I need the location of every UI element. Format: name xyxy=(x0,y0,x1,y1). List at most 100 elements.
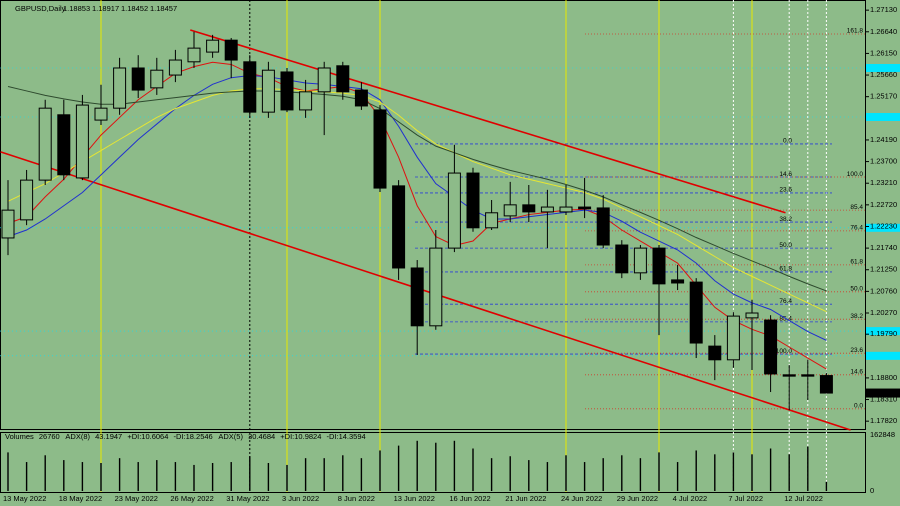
candle-body xyxy=(596,207,610,246)
y-tick-label: 1.24190 xyxy=(870,135,897,144)
fib-label: 38.2 xyxy=(779,216,792,223)
candle-body xyxy=(726,315,740,361)
candle-body xyxy=(745,312,759,319)
fib-label: 14.6 xyxy=(779,171,792,178)
symbol-label: GBPUSD,Daily xyxy=(15,4,66,13)
y-tick-label: 1.18310 xyxy=(870,395,897,404)
candle-body xyxy=(764,319,778,375)
candle-body xyxy=(113,67,127,109)
moving-average xyxy=(7,88,827,313)
candle-body xyxy=(57,114,71,176)
adx-value: 30.4684 xyxy=(248,432,275,441)
fib-label: 61.8 xyxy=(850,259,863,266)
fib-label: 85.4 xyxy=(850,204,863,211)
x-tick-label: 7 Jul 2022 xyxy=(728,494,763,503)
y-tick-label: 1.26150 xyxy=(870,48,897,57)
candle-body xyxy=(559,206,573,213)
y-tick-label: 1.19790 xyxy=(870,329,897,338)
x-tick-label: 23 May 2022 xyxy=(115,494,158,503)
x-tick-label: 26 May 2022 xyxy=(170,494,213,503)
header-high: 1.18917 xyxy=(92,4,119,13)
fib-label: 38.2 xyxy=(850,313,863,320)
indicator-header: Volumes 26760 ADX(8) 43.1947 +DI:10.6064… xyxy=(5,432,366,441)
alert-box xyxy=(866,112,900,121)
candle-body xyxy=(1,209,15,239)
alert-box xyxy=(866,351,900,360)
candle-body xyxy=(94,107,108,121)
candle-body xyxy=(466,172,480,229)
candle-body xyxy=(261,69,275,113)
candle-body xyxy=(633,247,647,274)
y-tick-label: 1.26640 xyxy=(870,27,897,36)
candle-body xyxy=(20,179,34,221)
candle-body xyxy=(187,47,201,63)
current-price-box xyxy=(866,388,900,398)
candle-body xyxy=(336,65,350,93)
y-tick-label: 1.22720 xyxy=(870,200,897,209)
adx-value: 43.1947 xyxy=(95,432,122,441)
main-panel-frame xyxy=(0,0,866,430)
y-tick-label: 1.27130 xyxy=(870,5,897,14)
alert-box xyxy=(866,327,900,336)
candle-body xyxy=(578,206,592,210)
y-tick-label: 1.23210 xyxy=(870,178,897,187)
volume-last: 26760 xyxy=(39,432,60,441)
candle-body xyxy=(38,107,52,181)
volume-tick-label: 0 xyxy=(870,486,874,495)
y-tick-label: 1.22230 xyxy=(870,221,897,230)
x-tick-label: 4 Jul 2022 xyxy=(673,494,708,503)
header-open: 1.18853 xyxy=(63,4,90,13)
candle-body xyxy=(782,374,796,377)
candle-body xyxy=(354,89,368,107)
candle-body xyxy=(410,267,424,327)
x-tick-label: 13 Jun 2022 xyxy=(394,494,435,503)
minus-di-value: 18.2546 xyxy=(186,432,213,441)
header-close: 1.18457 xyxy=(150,4,177,13)
fib-label: 76.4 xyxy=(850,225,863,232)
fib-label: 161.8 xyxy=(847,28,864,35)
fib-label: 14.6 xyxy=(850,369,863,376)
candle-body xyxy=(168,59,182,76)
candle-body xyxy=(224,39,238,61)
y-tick-label: 1.17820 xyxy=(870,416,897,425)
volume-title: Volumes xyxy=(5,432,34,441)
candle-body xyxy=(671,279,685,284)
candle-body xyxy=(540,206,554,213)
candle-body xyxy=(652,247,666,285)
trend-line xyxy=(0,151,851,431)
y-tick-label: 1.18800 xyxy=(870,373,897,382)
y-tick-label: 1.23700 xyxy=(870,157,897,166)
candle-body xyxy=(503,204,517,217)
fib-label: 23.6 xyxy=(850,347,863,354)
candle-body xyxy=(429,247,443,327)
x-tick-label: 24 Jun 2022 xyxy=(561,494,602,503)
fib-label: 100.0 xyxy=(776,348,793,355)
minus-di-label: -DI: xyxy=(326,432,338,441)
x-tick-label: 3 Jun 2022 xyxy=(282,494,319,503)
volume-panel-frame xyxy=(0,432,866,493)
fib-label: 50.0 xyxy=(850,286,863,293)
moving-average xyxy=(7,74,827,341)
plus-di-label: +DI: xyxy=(280,432,294,441)
candle-body xyxy=(131,67,145,91)
fib-label: 0.0 xyxy=(783,138,792,145)
candle-body xyxy=(392,185,406,269)
y-tick-label: 1.25660 xyxy=(870,70,897,79)
minus-di-value: 14.3594 xyxy=(339,432,366,441)
fib-label: 100.0 xyxy=(847,171,864,178)
x-tick-label: 12 Jul 2022 xyxy=(784,494,823,503)
candle-body xyxy=(801,374,815,377)
x-tick-label: 31 May 2022 xyxy=(226,494,269,503)
plus-di-value: 10.6064 xyxy=(141,432,168,441)
x-tick-label: 21 Jun 2022 xyxy=(505,494,546,503)
x-tick-label: 18 May 2022 xyxy=(59,494,102,503)
plus-di-label: +DI: xyxy=(127,432,141,441)
y-tick-label: 1.21250 xyxy=(870,265,897,274)
candle-body xyxy=(373,109,387,189)
current-price-label: 1.18457 xyxy=(870,388,897,397)
candle-body xyxy=(317,67,331,93)
y-tick-label: 1.20270 xyxy=(870,308,897,317)
fib-label: 61.8 xyxy=(779,266,792,273)
